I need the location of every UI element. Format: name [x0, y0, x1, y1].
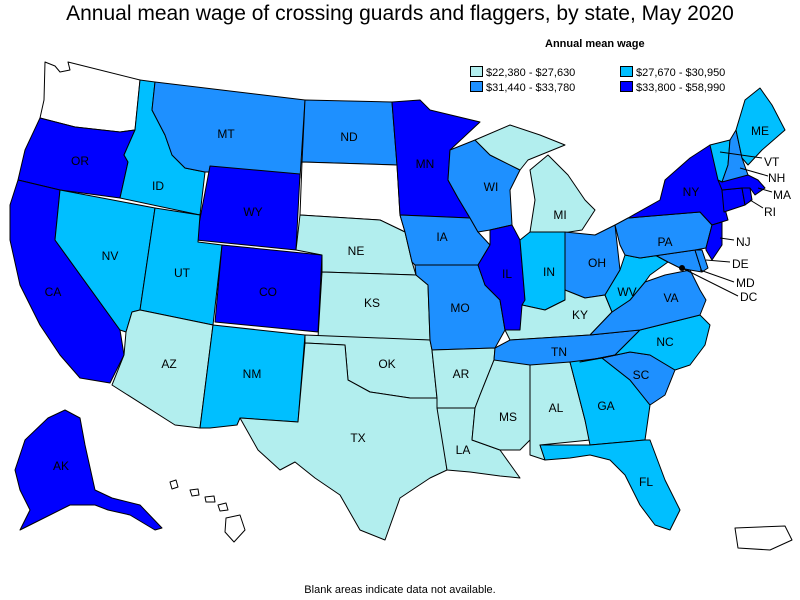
label-ok: OK [378, 357, 395, 371]
label-az: AZ [161, 357, 176, 371]
label-wv: WV [617, 285, 636, 299]
legend-item-3: $31,440 - $33,780 [470, 81, 575, 94]
label-tn: TN [551, 345, 567, 359]
leader-vt [719, 151, 763, 159]
label-md: MD [736, 276, 755, 290]
state-de[interactable] [694, 249, 709, 273]
state-hi-group[interactable] [169, 479, 246, 543]
legend-swatch-3 [470, 81, 483, 92]
state-ct[interactable] [721, 187, 746, 213]
label-nm: NM [243, 367, 262, 381]
state-me[interactable] [735, 87, 786, 166]
label-wy: WY [243, 205, 262, 219]
label-nh: NH [768, 171, 785, 185]
state-pr[interactable] [734, 525, 793, 551]
label-pa: PA [657, 235, 672, 249]
legend-item-2: $27,670 - $30,950 [620, 66, 725, 79]
leader-nh [739, 167, 769, 177]
legend-swatch-1 [470, 66, 483, 77]
label-va: VA [663, 291, 678, 305]
label-in: IN [543, 265, 555, 279]
state-fl[interactable] [539, 439, 681, 531]
leader-ma [757, 187, 773, 193]
leader-dc [681, 267, 739, 297]
label-ma: MA [773, 188, 791, 202]
state-mt[interactable] [151, 81, 306, 179]
label-dc: DC [740, 290, 758, 304]
label-or: OR [71, 154, 89, 168]
label-ny: NY [683, 185, 700, 199]
legend-label-3: $31,440 - $33,780 [486, 82, 576, 94]
label-fl: FL [639, 475, 653, 489]
label-mo: MO [450, 301, 469, 315]
label-mt: MT [217, 127, 235, 141]
label-sc: SC [633, 368, 650, 382]
label-la: LA [456, 443, 471, 457]
label-ri: RI [764, 205, 776, 219]
label-mi: MI [553, 208, 566, 222]
label-ut: UT [174, 266, 191, 280]
label-id: ID [152, 179, 164, 193]
label-ga: GA [597, 399, 614, 413]
label-il: IL [502, 267, 512, 281]
footnote: Blank areas indicate data not available. [304, 584, 496, 596]
label-vt: VT [764, 155, 780, 169]
label-co: CO [259, 285, 277, 299]
label-ne: NE [348, 244, 365, 258]
leader-ri [749, 199, 764, 209]
legend-label-4: $33,800 - $58,990 [636, 82, 726, 94]
label-nv: NV [102, 249, 119, 263]
state-ak[interactable] [14, 409, 163, 531]
legend-label-2: $27,670 - $30,950 [636, 67, 726, 79]
label-al: AL [549, 401, 564, 415]
state-tx[interactable] [239, 342, 448, 541]
label-ia: IA [436, 230, 447, 244]
label-ky: KY [572, 308, 588, 322]
state-labels: OR CA ID NV MT WY UT AZ CO NM ND NE KS O… [45, 124, 791, 489]
leader-md [699, 269, 735, 283]
legend-swatch-4 [620, 81, 633, 92]
label-me: ME [751, 124, 769, 138]
leader-nj [719, 237, 735, 241]
legend-label-1: $22,380 - $27,630 [486, 67, 576, 79]
state-nm[interactable] [199, 324, 306, 429]
legend-item-4: $33,800 - $58,990 [620, 81, 725, 94]
state-mi[interactable] [474, 124, 596, 236]
label-ca: CA [45, 285, 62, 299]
label-ks: KS [364, 296, 380, 310]
map-title: Annual mean wage of crossing guards and … [66, 2, 734, 25]
label-ms: MS [499, 410, 517, 424]
label-wi: WI [484, 180, 499, 194]
label-ak: AK [53, 459, 69, 473]
label-nc: NC [656, 335, 674, 349]
label-oh: OH [588, 256, 606, 270]
legend-item-1: $22,380 - $27,630 [470, 66, 575, 79]
legend-swatch-2 [620, 66, 633, 77]
label-ar: AR [453, 367, 470, 381]
label-tx: TX [350, 431, 365, 445]
leader-de [705, 259, 731, 263]
legend-title: Annual mean wage [545, 38, 645, 50]
label-de: DE [732, 257, 749, 271]
label-nj: NJ [736, 235, 751, 249]
label-nd: ND [340, 130, 358, 144]
label-mn: MN [416, 157, 435, 171]
